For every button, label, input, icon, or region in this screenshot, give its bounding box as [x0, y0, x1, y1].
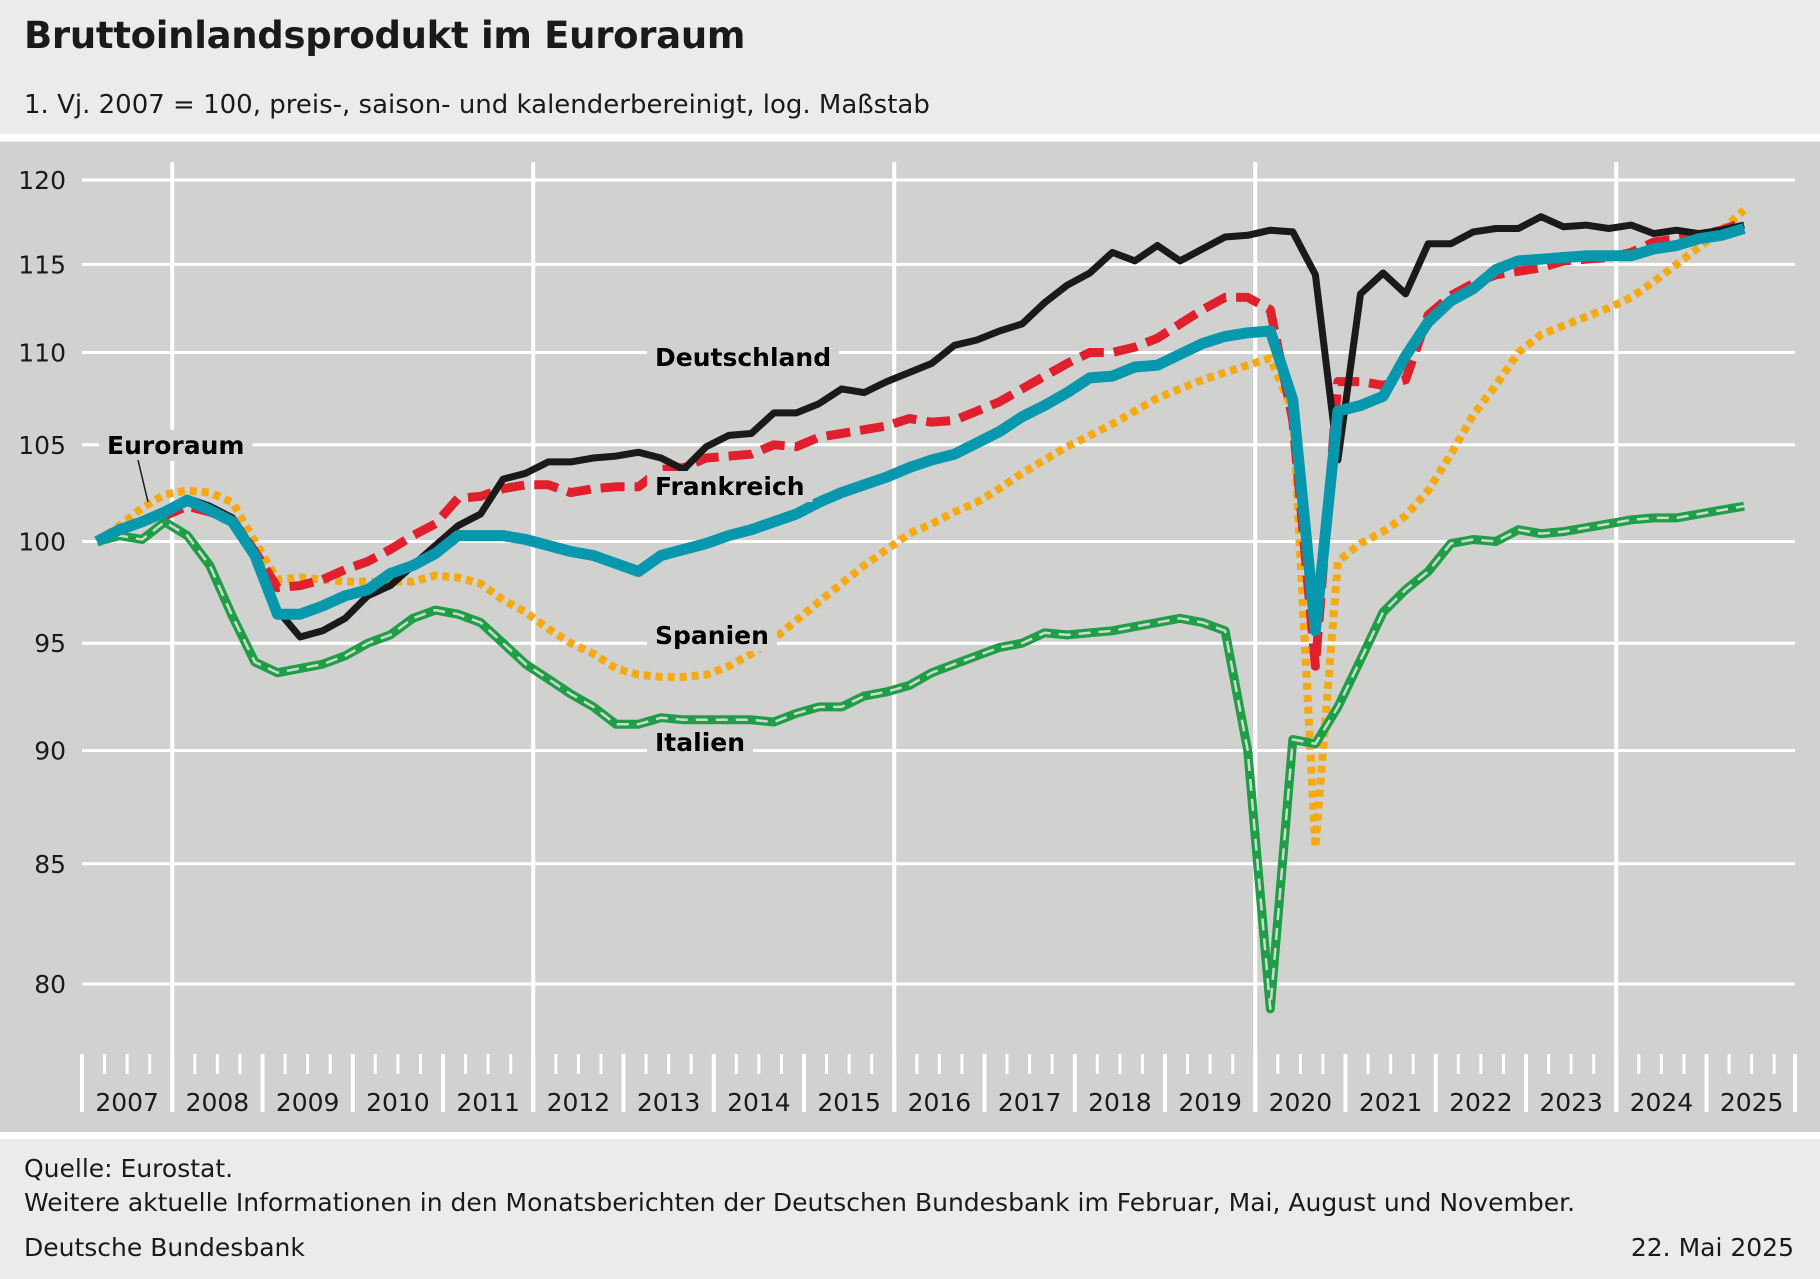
y-tick-label: 80 [34, 970, 66, 999]
y-tick-label: 100 [18, 528, 66, 557]
x-tick-label: 2013 [637, 1088, 701, 1117]
y-axis: 80 85 90 95 100 105 110 115 120 [18, 166, 66, 999]
label-background [647, 727, 754, 758]
x-tick-label: 2022 [1449, 1088, 1513, 1117]
label-background [647, 620, 777, 651]
y-tick-label: 115 [18, 250, 66, 279]
publisher: Deutsche Bundesbank [24, 1233, 305, 1262]
x-tick-label: 2011 [456, 1088, 520, 1117]
info-note: Weitere aktuelle Informationen in den Mo… [24, 1188, 1576, 1217]
x-tick-label: 2020 [1269, 1088, 1333, 1117]
x-tick-label: 2018 [1088, 1088, 1152, 1117]
y-tick-label: 110 [18, 339, 66, 368]
source-note: Quelle: Eurostat. [24, 1154, 234, 1183]
x-tick-label: 2019 [1178, 1088, 1242, 1117]
gdp-line-chart: 80 85 90 95 100 105 110 115 120 2007 2008 2009 2010… [0, 142, 1820, 1132]
series-line-deutschland [95, 213, 1745, 641]
label-deutschland: Deutschland [655, 343, 831, 372]
series-line-euroraum [94, 223, 1746, 637]
publication-date: 22. Mai 2025 [1630, 1233, 1794, 1262]
x-tick-label: 2023 [1539, 1088, 1603, 1117]
x-tick-label: 2024 [1630, 1088, 1694, 1117]
label-spanien: Spanien [655, 621, 769, 650]
y-tick-label: 120 [18, 166, 66, 195]
label-background [647, 471, 813, 502]
x-tick-label: 2008 [186, 1088, 250, 1117]
label-italien: Italien [655, 728, 745, 757]
label-background [647, 342, 840, 373]
bottom-divider [0, 1132, 1820, 1139]
x-tick-label: 2010 [366, 1088, 430, 1117]
y-tick-label: 90 [34, 736, 66, 765]
y-tick-label: 105 [18, 431, 66, 460]
x-tick-label: 2015 [817, 1088, 881, 1117]
series-line-italien-stripe [96, 504, 1745, 1011]
x-tick-label: 2007 [95, 1088, 159, 1117]
x-tick-label: 2014 [727, 1088, 791, 1117]
euroraum-leader-line [137, 459, 149, 503]
top-divider [0, 134, 1820, 141]
label-background [99, 430, 253, 461]
x-tick-label: 2025 [1720, 1088, 1784, 1117]
x-axis: 2007 2008 2009 2010 2011 2012 2013 2014 2015 2016… [80, 1054, 1797, 1117]
x-tick-label: 2009 [276, 1088, 340, 1117]
x-tick-label: 2012 [547, 1088, 611, 1117]
chart-subtitle: 1. Vj. 2007 = 100, preis-, saison- und k… [24, 90, 930, 120]
y-tick-label: 85 [34, 850, 66, 879]
x-tick-label: 2017 [998, 1088, 1062, 1117]
x-tick-label: 2021 [1359, 1088, 1423, 1117]
x-tick-label: 2016 [908, 1088, 972, 1117]
label-frankreich: Frankreich [655, 472, 805, 501]
chart-title: Bruttoinlandsprodukt im Euroraum [24, 14, 746, 57]
series-lines [94, 207, 1747, 1014]
grid-lines [82, 162, 1795, 1112]
y-tick-label: 95 [34, 629, 66, 658]
series-labels: Deutschland Euroraum Frankreich Spanien … [99, 342, 840, 758]
label-euroraum: Euroraum [107, 431, 244, 460]
